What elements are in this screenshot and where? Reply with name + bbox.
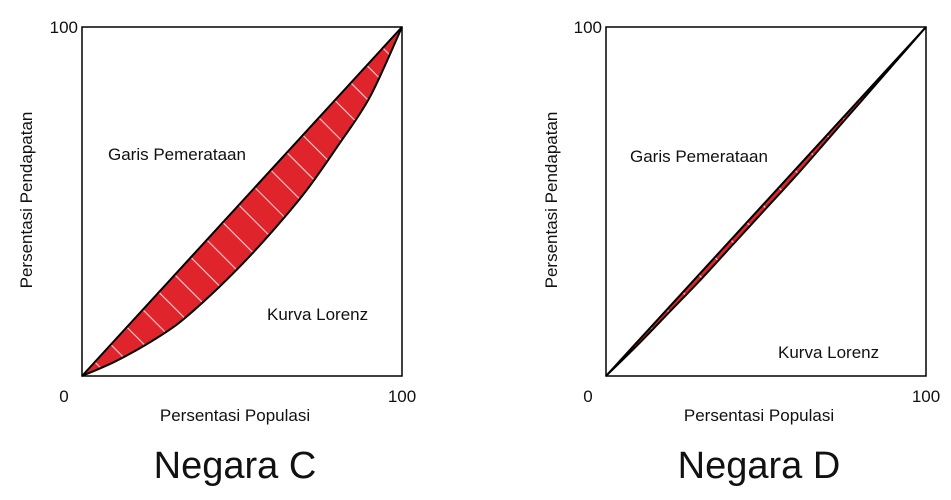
y-axis-label: Persentasi Pendapatan <box>17 112 36 289</box>
x-tick-label-min: 0 <box>583 387 592 406</box>
x-tick-label-max: 100 <box>388 387 416 406</box>
lorenz-curve <box>81 26 403 377</box>
annotation-garis-pemerataan: Garis Pemerataan <box>108 145 246 164</box>
chart-title: Negara D <box>678 445 841 487</box>
plot-frame <box>81 26 403 377</box>
x-axis-label: Persentasi Populasi <box>160 406 310 425</box>
lorenz-curve <box>605 26 927 377</box>
equality-line <box>81 26 403 377</box>
annotation-kurva-lorenz: Kurva Lorenz <box>778 343 879 362</box>
y-axis-label: Persentasi Pendapatan <box>542 112 561 289</box>
chart-panel-negara-c: 100 0 100 Garis Pemerataan Kurva Lorenz … <box>17 18 416 487</box>
plot-frame <box>605 26 927 377</box>
annotation-garis-pemerataan: Garis Pemerataan <box>630 147 768 166</box>
chart-title: Negara C <box>154 445 317 487</box>
x-tick-label-max: 100 <box>912 387 940 406</box>
annotation-kurva-lorenz: Kurva Lorenz <box>267 305 368 324</box>
x-tick-label-min: 0 <box>59 387 68 406</box>
y-tick-label-max: 100 <box>574 18 602 37</box>
x-axis-label: Persentasi Populasi <box>684 406 834 425</box>
equality-line <box>605 26 927 377</box>
chart-panel-negara-d: 100 0 100 Garis Pemerataan Kurva Lorenz … <box>542 18 940 487</box>
y-tick-label-max: 100 <box>50 18 78 37</box>
